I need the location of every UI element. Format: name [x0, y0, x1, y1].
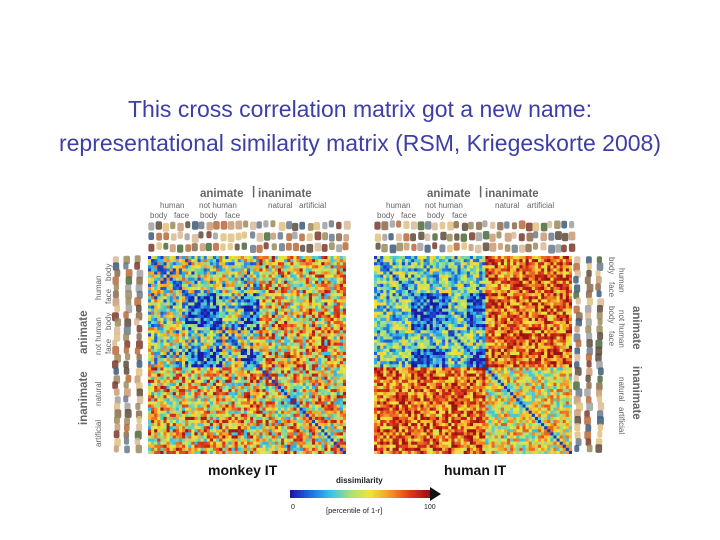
header-divider-r: | [479, 186, 483, 198]
header-natural-r: natural [495, 201, 520, 210]
header-animate: animate [200, 188, 244, 200]
header-human: human [160, 201, 185, 210]
panel-label-monkey: monkey IT [208, 462, 278, 478]
monkey-it-rdm [148, 256, 346, 454]
title-line-2: representational similarity matrix (RSM,… [58, 130, 662, 156]
side-not-human-r: not human [617, 310, 626, 348]
colorbar-max: 100 [424, 504, 436, 511]
stimulus-thumbnails-top [374, 220, 576, 254]
header-human-r: human [386, 201, 411, 210]
header-inanimate: inanimate [258, 188, 312, 200]
header-face-2-r: face [452, 211, 468, 220]
side-inanimate-r: inanimate [630, 366, 642, 420]
stimulus-thumbnails-top [148, 220, 351, 253]
human-it-rdm [374, 256, 572, 454]
stimulus-thumbnails-side [573, 256, 605, 453]
header-animate-r: animate [427, 188, 471, 200]
header-not-human: not human [199, 201, 237, 210]
side-artificial: artificial [94, 419, 103, 447]
side-not-human: not human [94, 317, 103, 355]
header-divider: | [252, 186, 256, 198]
colorbar-min: 0 [291, 504, 295, 511]
header-artificial: artificial [299, 201, 327, 210]
side-inanimate: inanimate [78, 371, 90, 425]
header-natural: natural [268, 201, 293, 210]
colorbar-subtitle: [percentile of 1-r] [326, 506, 383, 515]
side-human: human [94, 275, 103, 300]
stimulus-thumbnails-side [112, 255, 144, 454]
side-natural-r: natural [617, 377, 626, 402]
panel-label-human: human IT [444, 462, 507, 478]
colorbar-title: dissimilarity [336, 476, 383, 485]
header-face-1-r: face [401, 211, 417, 220]
header-artificial-r: artificial [527, 201, 555, 210]
side-animate-r: animate [630, 306, 642, 350]
side-artificial-r: artificial [617, 407, 626, 435]
side-animate: animate [78, 310, 90, 354]
header-inanimate-r: inanimate [485, 188, 539, 200]
header-body-1: body [150, 211, 168, 220]
side-natural: natural [94, 381, 103, 406]
colorbar-gradient [290, 487, 441, 501]
title-line-1: This cross correlation matrix got a new … [127, 96, 592, 122]
slide-title: This cross correlation matrix got a new … [0, 92, 720, 160]
header-body-2: body [200, 211, 218, 220]
header-body-1-r: body [377, 211, 395, 220]
header-body-2-r: body [427, 211, 445, 220]
header-face-1: face [174, 211, 190, 220]
side-human-r: human [617, 268, 626, 293]
header-face-2: face [225, 211, 241, 220]
header-not-human-r: not human [425, 201, 463, 210]
